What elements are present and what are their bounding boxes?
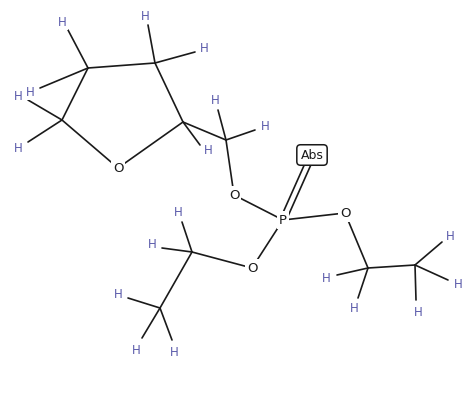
Text: H: H: [211, 93, 219, 106]
Text: H: H: [204, 143, 213, 156]
Text: H: H: [322, 271, 330, 284]
Text: H: H: [199, 41, 208, 54]
Text: O: O: [229, 188, 239, 201]
Text: O: O: [340, 206, 350, 219]
Text: O: O: [113, 162, 123, 175]
Text: H: H: [350, 301, 359, 314]
Text: H: H: [454, 277, 462, 290]
Text: H: H: [260, 119, 269, 132]
Text: H: H: [13, 89, 22, 102]
Text: Abs: Abs: [300, 149, 324, 162]
Text: H: H: [26, 85, 34, 98]
Text: H: H: [132, 344, 140, 357]
Text: H: H: [170, 346, 179, 359]
Text: O: O: [247, 262, 257, 275]
Text: H: H: [445, 229, 454, 242]
Text: P: P: [279, 214, 287, 227]
Text: H: H: [113, 288, 122, 301]
Text: H: H: [140, 9, 149, 22]
Text: H: H: [58, 15, 66, 28]
Text: H: H: [414, 305, 422, 318]
Text: H: H: [147, 238, 156, 251]
Text: H: H: [173, 206, 182, 219]
Text: H: H: [13, 141, 22, 154]
